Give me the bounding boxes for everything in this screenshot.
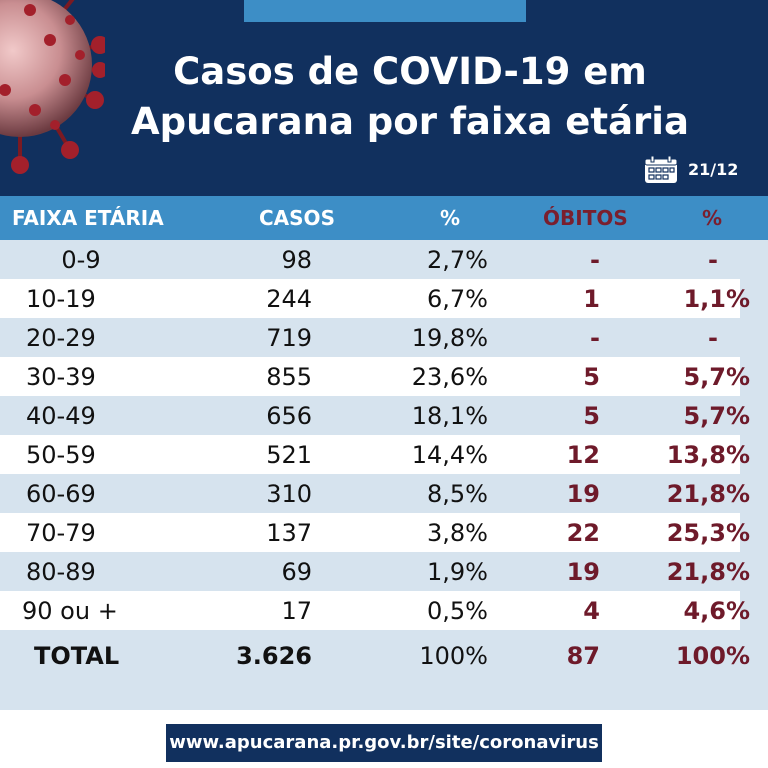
cell-faixa-total: TOTAL: [34, 642, 120, 670]
cell-casos: 855: [266, 363, 312, 391]
cell-faixa: 70-79: [26, 519, 96, 547]
header-banner: Casos de COVID-19 em Apucarana por faixa…: [0, 0, 768, 196]
header-faixa-etaria: FAIXA ETÁRIA: [12, 206, 164, 230]
cell-faixa: 80-89: [26, 558, 96, 586]
cell-pct: 3,8%: [427, 519, 488, 547]
cell-casos: 310: [266, 480, 312, 508]
cell-obitos: 5: [583, 363, 600, 391]
cell-pct: 0,5%: [427, 597, 488, 625]
cell-pct: 18,1%: [411, 402, 488, 430]
cell-casos-total: 3.626: [236, 642, 312, 670]
footer-url[interactable]: www.apucarana.pr.gov.br/site/coronavirus: [166, 724, 602, 762]
cell-casos: 521: [266, 441, 312, 469]
header-obitos: ÓBITOS: [543, 206, 628, 230]
cell-casos: 719: [266, 324, 312, 352]
cell-obitos-pct: 21,8%: [666, 480, 750, 508]
table-row: 70-79 137 3,8% 22 25,3%: [0, 513, 768, 552]
cell-obitos-pct: 21,8%: [666, 558, 750, 586]
table-body: 0-9 98 2,7% - - 10-19 244 6,7% 1 1,1% 20…: [0, 240, 768, 710]
cell-faixa: 0-9: [61, 246, 101, 274]
cell-obitos: 5: [583, 402, 600, 430]
virus-icon: [0, 0, 105, 174]
cell-obitos: 22: [566, 519, 600, 547]
table-row: 90 ou + 17 0,5% 4 4,6%: [0, 591, 768, 630]
cell-obitos-pct: -: [708, 246, 718, 274]
table-row-total: TOTAL 3.626 100% 87 100%: [0, 636, 768, 675]
cell-obitos-pct: 13,8%: [666, 441, 750, 469]
cell-pct: 19,8%: [411, 324, 488, 352]
date-label: 21/12: [688, 160, 739, 179]
table-row: 30-39 855 23,6% 5 5,7%: [0, 357, 768, 396]
table-row: 0-9 98 2,7% - -: [0, 240, 768, 279]
cell-obitos-pct: 5,7%: [683, 402, 750, 430]
cell-casos: 69: [281, 558, 312, 586]
cell-obitos-pct-total: 100%: [675, 642, 750, 670]
cell-faixa: 50-59: [26, 441, 96, 469]
table-row: 50-59 521 14,4% 12 13,8%: [0, 435, 768, 474]
table-row: 40-49 656 18,1% 5 5,7%: [0, 396, 768, 435]
cell-obitos-pct: 1,1%: [683, 285, 750, 313]
page-title-line2: Apucarana por faixa etária: [131, 100, 689, 143]
cell-faixa: 20-29: [26, 324, 96, 352]
header-obitos-pct: %: [702, 206, 723, 230]
cell-casos: 137: [266, 519, 312, 547]
cell-pct: 14,4%: [411, 441, 488, 469]
cell-obitos: 19: [566, 480, 600, 508]
cell-obitos-total: 87: [566, 642, 600, 670]
cell-casos: 17: [281, 597, 312, 625]
calendar-icon: [644, 156, 678, 183]
table-header: FAIXA ETÁRIA CASOS % ÓBITOS %: [0, 196, 768, 240]
cell-obitos: -: [590, 246, 600, 274]
table-row: 60-69 310 8,5% 19 21,8%: [0, 474, 768, 513]
cell-faixa: 90 ou +: [22, 597, 118, 625]
cell-obitos: 12: [566, 441, 600, 469]
cell-faixa: 40-49: [26, 402, 96, 430]
cell-obitos: 1: [583, 285, 600, 313]
cell-obitos-pct: 25,3%: [666, 519, 750, 547]
cell-casos: 98: [281, 246, 312, 274]
cell-obitos: 4: [583, 597, 600, 625]
page-title-line1: Casos de COVID-19 em: [173, 50, 647, 93]
cell-casos: 244: [266, 285, 312, 313]
top-accent-tab: [244, 0, 526, 22]
header-casos: CASOS: [259, 206, 335, 230]
cell-casos: 656: [266, 402, 312, 430]
cell-pct: 6,7%: [427, 285, 488, 313]
cell-pct-total: 100%: [419, 642, 488, 670]
cell-obitos: 19: [566, 558, 600, 586]
cell-pct: 2,7%: [427, 246, 488, 274]
table-row: 20-29 719 19,8% - -: [0, 318, 768, 357]
cell-obitos: -: [590, 324, 600, 352]
cell-pct: 1,9%: [427, 558, 488, 586]
cell-faixa: 30-39: [26, 363, 96, 391]
cell-obitos-pct: -: [708, 324, 718, 352]
cell-pct: 8,5%: [427, 480, 488, 508]
cell-faixa: 60-69: [26, 480, 96, 508]
cell-obitos-pct: 4,6%: [683, 597, 750, 625]
cell-pct: 23,6%: [411, 363, 488, 391]
header-casos-pct: %: [440, 206, 461, 230]
table-row: 10-19 244 6,7% 1 1,1%: [0, 279, 768, 318]
cell-faixa: 10-19: [26, 285, 96, 313]
table-row: 80-89 69 1,9% 19 21,8%: [0, 552, 768, 591]
cell-obitos-pct: 5,7%: [683, 363, 750, 391]
